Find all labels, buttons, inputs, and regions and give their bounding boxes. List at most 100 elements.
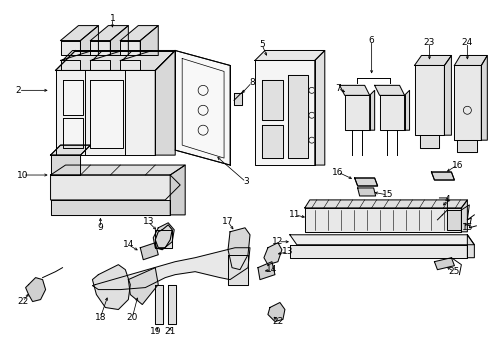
Text: 21: 21 <box>164 327 176 336</box>
Polygon shape <box>25 278 45 302</box>
Polygon shape <box>287 75 307 158</box>
Text: 24: 24 <box>461 38 472 47</box>
Text: 11: 11 <box>288 210 300 219</box>
Text: 1: 1 <box>109 14 115 23</box>
Polygon shape <box>262 80 283 120</box>
Polygon shape <box>227 228 249 270</box>
Polygon shape <box>227 255 247 285</box>
Polygon shape <box>456 140 476 152</box>
Polygon shape <box>62 118 83 148</box>
Polygon shape <box>50 175 180 200</box>
Polygon shape <box>128 268 158 305</box>
Polygon shape <box>234 93 242 105</box>
Polygon shape <box>155 230 172 248</box>
Polygon shape <box>304 200 467 208</box>
Polygon shape <box>61 26 98 41</box>
Text: 3: 3 <box>243 177 248 186</box>
Polygon shape <box>289 235 473 245</box>
Polygon shape <box>90 50 122 60</box>
Polygon shape <box>50 145 90 155</box>
Polygon shape <box>61 50 92 60</box>
Polygon shape <box>354 178 377 186</box>
Polygon shape <box>404 90 408 130</box>
Polygon shape <box>267 302 285 321</box>
Polygon shape <box>56 50 175 71</box>
Polygon shape <box>467 235 473 258</box>
Polygon shape <box>61 60 81 71</box>
Polygon shape <box>90 41 110 55</box>
Text: 13: 13 <box>142 217 154 226</box>
Polygon shape <box>453 66 480 140</box>
Polygon shape <box>120 26 158 41</box>
Polygon shape <box>50 155 81 175</box>
Polygon shape <box>453 55 487 66</box>
Polygon shape <box>90 26 128 41</box>
Text: 14: 14 <box>265 265 277 274</box>
Polygon shape <box>461 200 467 232</box>
Polygon shape <box>344 95 369 130</box>
Text: 16: 16 <box>451 161 462 170</box>
Polygon shape <box>357 188 375 196</box>
Text: 15: 15 <box>381 190 392 199</box>
Polygon shape <box>170 165 185 215</box>
Text: 4: 4 <box>444 195 449 204</box>
Polygon shape <box>90 60 110 71</box>
Polygon shape <box>110 26 128 55</box>
Polygon shape <box>304 208 461 232</box>
Text: 10: 10 <box>17 171 28 180</box>
Text: 20: 20 <box>126 313 138 322</box>
Text: 22: 22 <box>17 297 28 306</box>
Polygon shape <box>56 71 155 155</box>
Polygon shape <box>81 26 98 55</box>
Polygon shape <box>120 50 152 60</box>
Polygon shape <box>61 41 81 55</box>
Polygon shape <box>50 200 170 215</box>
Polygon shape <box>90 80 123 148</box>
Polygon shape <box>92 248 249 289</box>
Polygon shape <box>120 60 140 71</box>
Polygon shape <box>254 50 324 60</box>
Polygon shape <box>447 210 461 230</box>
Text: 23: 23 <box>423 38 434 47</box>
Text: 22: 22 <box>272 317 283 326</box>
Polygon shape <box>430 172 453 180</box>
Text: 9: 9 <box>97 223 103 232</box>
Polygon shape <box>120 41 140 55</box>
Polygon shape <box>339 85 369 95</box>
Text: 25: 25 <box>448 267 459 276</box>
Polygon shape <box>414 55 450 66</box>
Text: 8: 8 <box>248 78 254 87</box>
Polygon shape <box>444 55 450 135</box>
Polygon shape <box>289 245 467 258</box>
Polygon shape <box>264 243 281 265</box>
Polygon shape <box>92 265 130 310</box>
Polygon shape <box>50 165 185 175</box>
Polygon shape <box>374 85 404 95</box>
Text: 18: 18 <box>95 313 106 322</box>
Text: 12: 12 <box>272 237 283 246</box>
Polygon shape <box>419 135 439 148</box>
Polygon shape <box>314 50 324 165</box>
Text: 17: 17 <box>222 217 233 226</box>
Text: 2: 2 <box>16 86 21 95</box>
Polygon shape <box>369 90 374 130</box>
Text: 7: 7 <box>334 84 340 93</box>
Text: 15: 15 <box>461 223 472 232</box>
Polygon shape <box>168 285 176 324</box>
Polygon shape <box>379 95 404 130</box>
Text: 16: 16 <box>331 167 343 176</box>
Text: 14: 14 <box>122 240 134 249</box>
Polygon shape <box>414 66 444 135</box>
Polygon shape <box>155 50 175 155</box>
Polygon shape <box>262 125 283 158</box>
Polygon shape <box>140 243 158 260</box>
Polygon shape <box>140 26 158 55</box>
Polygon shape <box>175 50 229 165</box>
Polygon shape <box>433 258 453 270</box>
Text: 13: 13 <box>282 247 293 256</box>
Text: 19: 19 <box>149 327 161 336</box>
Polygon shape <box>62 80 83 115</box>
Polygon shape <box>254 60 314 165</box>
Text: 5: 5 <box>259 40 264 49</box>
Polygon shape <box>153 223 174 250</box>
